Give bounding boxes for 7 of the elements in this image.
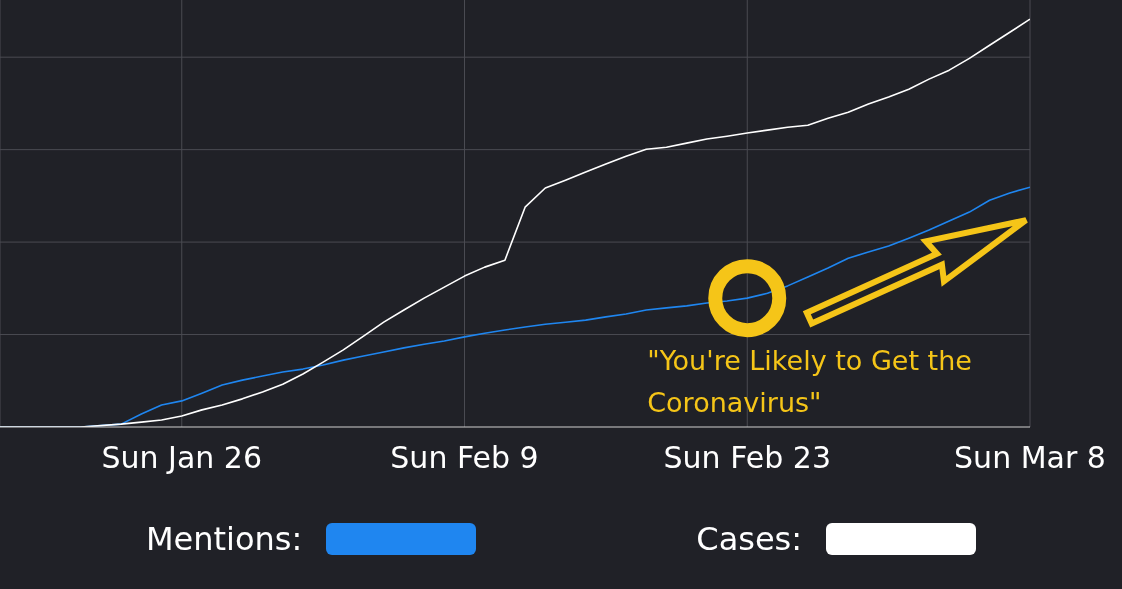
x-tick-label: Sun Feb 9 <box>390 440 539 476</box>
x-tick-label: Sun Mar 8 <box>954 440 1106 476</box>
legend-label: Mentions: <box>145 520 303 558</box>
x-tick-label: Sun Jan 26 <box>101 440 263 476</box>
legend-label: Cases: <box>696 520 803 558</box>
x-tick-label: Sun Feb 23 <box>663 440 831 476</box>
annotation: "You're Likely to Get the Coronavirus" <box>647 344 973 421</box>
